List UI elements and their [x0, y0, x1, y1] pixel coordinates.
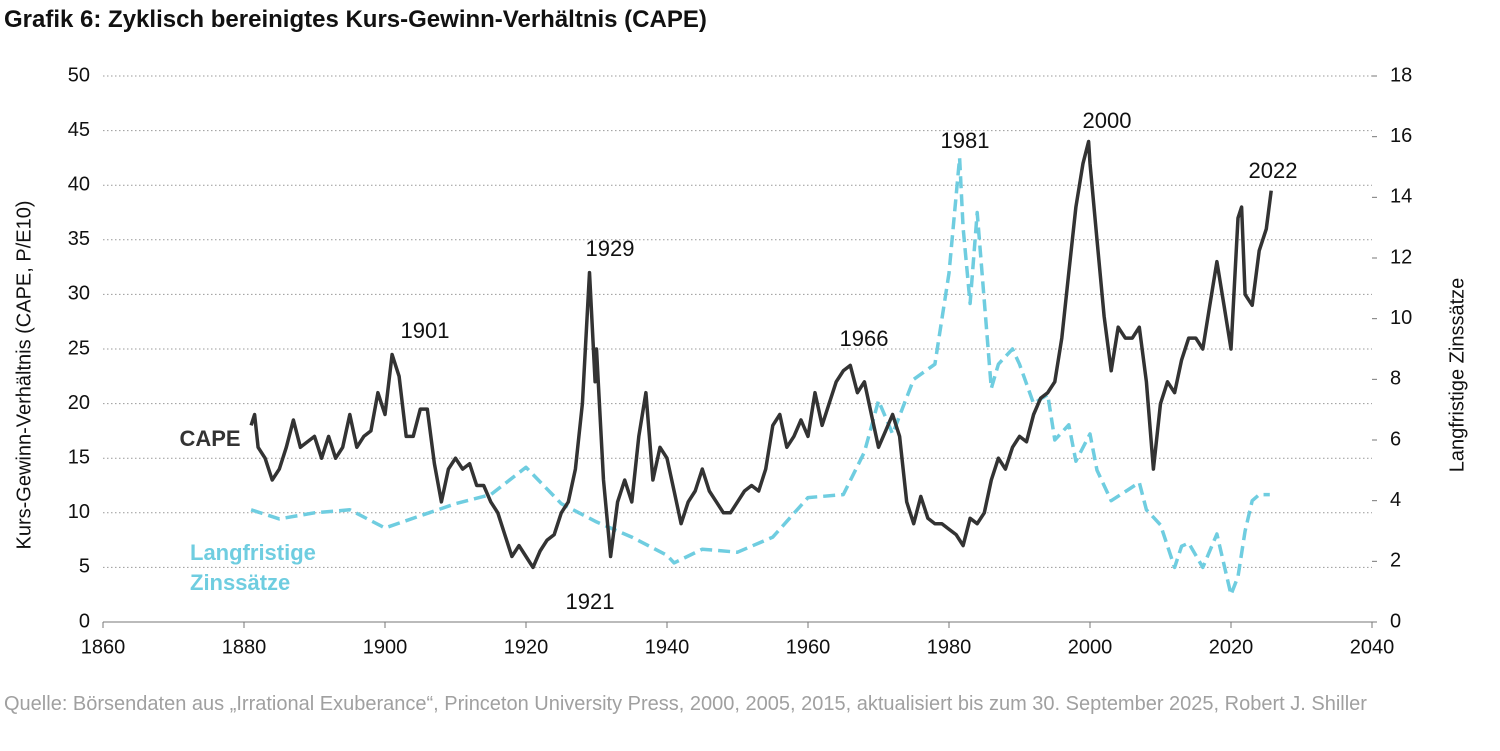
annotation: 1901 [401, 318, 450, 343]
y2-tick-label: 8 [1390, 368, 1401, 390]
y2-tick-label: 10 [1390, 307, 1412, 329]
y-tick-label: 25 [68, 337, 90, 359]
y2-tick-label: 2 [1390, 550, 1401, 572]
annotation: 1966 [840, 326, 889, 351]
chart: 0 5 10 15 20 25 30 35 40 45 50 0 2 4 6 8 10 12 14 16 18 1860 1… [13, 64, 1468, 658]
series-label: CAPE [179, 426, 240, 451]
y2-axis-label: Langfristige Zinssätze [1446, 278, 1468, 473]
y-tick-label: 50 [68, 64, 90, 86]
y2-tick-label: 14 [1390, 186, 1412, 208]
y-tick-label: 10 [68, 501, 90, 523]
annotation: 1981 [941, 128, 990, 153]
y-tick-label: 15 [68, 446, 90, 468]
x-tick-label: 2040 [1350, 636, 1395, 658]
series-label: Langfristige Zinssätze [190, 540, 316, 595]
y2-tick-label: 0 [1390, 610, 1401, 632]
y2-tick-label: 4 [1390, 489, 1401, 511]
y-tick-label: 40 [68, 173, 90, 195]
source-note: Quelle: Börsendaten aus „Irrational Exub… [4, 693, 1367, 715]
x-tick-label: 1880 [222, 636, 267, 658]
x-tick-label: 2020 [1209, 636, 1254, 658]
y-axis-label: Kurs-Gewinn-Verhältnis (CAPE, P/E10) [13, 200, 35, 549]
annotation: 2022 [1249, 158, 1298, 183]
y2-tick-label: 16 [1390, 125, 1412, 147]
x-tick-label: 1940 [645, 636, 690, 658]
y-tick-label: 0 [79, 610, 90, 632]
y-tick-label: 30 [68, 283, 90, 305]
y-tick-label: 45 [68, 119, 90, 141]
x-tick-label: 1980 [927, 636, 972, 658]
y2-tick-label: 6 [1390, 428, 1401, 450]
x-tick-label: 2000 [1068, 636, 1113, 658]
y-tick-label: 5 [79, 556, 90, 578]
series-line [250, 156, 1270, 597]
y2-tick-label: 18 [1390, 64, 1412, 86]
annotation: 1921 [566, 589, 615, 614]
y-tick-label: 20 [68, 392, 90, 414]
series-line [249, 139, 1273, 570]
x-tick-label: 1960 [786, 636, 831, 658]
x-tick-label: 1920 [504, 636, 549, 658]
annotation: 1929 [586, 236, 635, 261]
annotation: 2000 [1083, 108, 1132, 133]
x-tick-label: 1860 [81, 636, 126, 658]
y-tick-label: 35 [68, 228, 90, 250]
chart-title: Grafik 6: Zyklisch bereinigtes Kurs-Gewi… [4, 6, 707, 33]
y2-tick-label: 12 [1390, 246, 1412, 268]
x-tick-label: 1900 [363, 636, 408, 658]
